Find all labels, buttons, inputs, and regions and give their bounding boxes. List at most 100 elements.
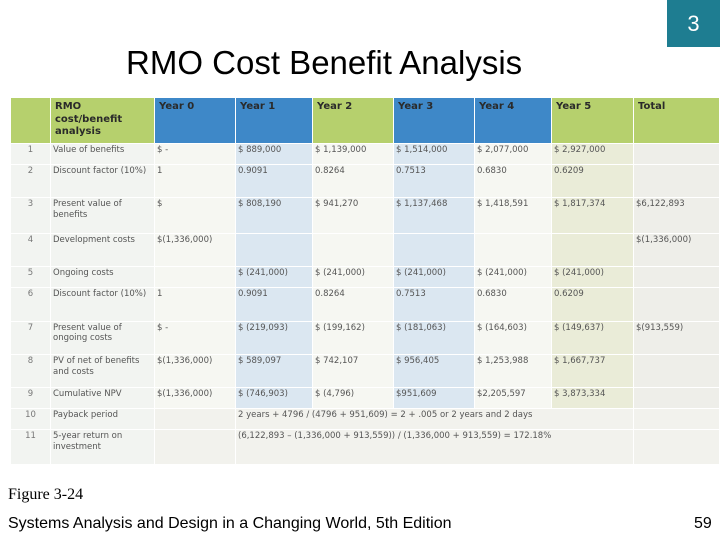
table-cell: $ (149,637) [551,320,634,355]
row-label-cell: Discount factor (10%) [50,287,155,322]
row-number-cell: 9 [10,387,51,410]
table-cell: $(913,559) [633,320,720,355]
table-cell: 0.8264 [312,287,394,322]
table-cell: $ (199,162) [312,320,394,355]
page-number: 59 [694,515,712,532]
table-cell: $ (4,796) [312,387,394,410]
table-cell [235,232,313,268]
header-year-0: Year 0 [154,97,236,144]
table-cell: $(1,336,000) [154,353,236,389]
table-header-row: RMO cost/benefit analysis Year 0 Year 1 … [10,97,720,144]
row-number-cell: 5 [10,266,51,289]
table-cell: $ (219,093) [235,320,313,355]
row-number-cell: 4 [10,232,51,268]
table-cell [633,266,720,289]
table-row: 9 Cumulative NPV $(1,336,000) $ (746,903) $ … [10,387,720,410]
figure-caption: Figure 3-24 [8,486,84,503]
row-label-cell: Present value of benefits [50,197,155,234]
blank-cell [633,429,720,465]
table-row: 1 Value of benefits $ - $ 889,000 $ 1,139,00… [10,142,720,166]
table-row: 3 Present value of benefits $ $ 808,190 $ 94… [10,197,720,234]
blank-cell [154,429,236,465]
table-cell: $ 1,418,591 [474,197,552,234]
row-number-cell: 11 [10,429,51,465]
header-year-1: Year 1 [235,97,313,144]
table-cell: $ 2,927,000 [551,142,634,166]
row-label-cell: Cumulative NPV [50,387,155,410]
header-analysis-cell: RMO cost/benefit analysis [50,97,155,144]
row-number-cell: 7 [10,320,51,355]
table-cell: 0.7513 [393,287,475,322]
row-label-cell: 5-year return on investment [50,429,155,465]
table-cell: $(1,336,000) [154,387,236,410]
table-cell: $2,205,597 [474,387,552,410]
row-label-cell: Development costs [50,232,155,268]
table-cell: $ (181,063) [393,320,475,355]
table-cell: $ (241,000) [551,266,634,289]
table-cell [633,164,720,199]
table-cell [633,353,720,389]
table-cell: $951,609 [393,387,475,410]
table-cell [312,232,394,268]
table-cell: $ 1,817,374 [551,197,634,234]
table-cell: $ - [154,142,236,166]
row-label-cell: Payback period [50,408,155,431]
table-cell: $ 3,873,334 [551,387,634,410]
row-number-cell: 1 [10,142,51,166]
table-cell: $ 808,190 [235,197,313,234]
return-row: 11 5-year return on investment (6,122,893 … [10,429,720,465]
table-cell [633,387,720,410]
row-number-cell: 2 [10,164,51,199]
table-cell: 0.6830 [474,164,552,199]
table-cell: 0.7513 [393,164,475,199]
row-label-cell: Ongoing costs [50,266,155,289]
table-row: 6 Discount factor (10%) 1 0.9091 0.8264 0.751… [10,287,720,322]
table-cell: $ 589,097 [235,353,313,389]
table-cell: 0.9091 [235,287,313,322]
table-row: 7 Present value of ongoing costs $ - $ (219… [10,320,720,355]
header-num-cell [10,97,51,144]
table-cell: $ 742,107 [312,353,394,389]
table-row: 4 Development costs $(1,336,000) $(1,336,00… [10,232,720,268]
table-cell: $ 1,667,737 [551,353,634,389]
table-cell: $ (241,000) [312,266,394,289]
table-cell: $ (746,903) [235,387,313,410]
table-cell: 0.8264 [312,164,394,199]
table-cell: 1 [154,164,236,199]
row-label-cell: PV of net of benefits and costs [50,353,155,389]
table-cell: $ 1,514,000 [393,142,475,166]
cost-benefit-table-figure: RMO cost/benefit analysis Year 0 Year 1 … [10,97,720,465]
slide-title: RMO Cost Benefit Analysis [126,44,523,81]
table-row: 8 PV of net of benefits and costs $(1,336,… [10,353,720,389]
table-cell: $ 2,077,000 [474,142,552,166]
table-cell: 0.6209 [551,164,634,199]
table-cell [633,287,720,322]
table-cell: 0.9091 [235,164,313,199]
table-cell: $ 956,405 [393,353,475,389]
table-cell: $ (241,000) [235,266,313,289]
table-row: 2 Discount factor (10%) 1 0.9091 0.8264 0.751… [10,164,720,199]
table-cell: $ (241,000) [474,266,552,289]
row-number-cell: 6 [10,287,51,322]
row-label-cell: Discount factor (10%) [50,164,155,199]
footer-text: Systems Analysis and Design in a Changin… [8,515,452,532]
header-year-3: Year 3 [393,97,475,144]
table-cell: $ (241,000) [393,266,475,289]
table-row: 5 Ongoing costs $ (241,000) $ (241,000) $ (2… [10,266,720,289]
table-cell: $ 1,253,988 [474,353,552,389]
table-cell: $ 1,137,468 [393,197,475,234]
table-cell: 0.6830 [474,287,552,322]
table-cell: $ 1,139,000 [312,142,394,166]
table-cell: $ [154,197,236,234]
table-cell: $ 941,270 [312,197,394,234]
header-year-5: Year 5 [551,97,634,144]
cost-benefit-table: RMO cost/benefit analysis Year 0 Year 1 … [10,97,720,465]
table-cell: $ 889,000 [235,142,313,166]
row-number-cell: 8 [10,353,51,389]
table-cell [474,232,552,268]
header-year-4: Year 4 [474,97,552,144]
table-cell [633,142,720,166]
row-label-cell: Present value of ongoing costs [50,320,155,355]
blank-cell [154,408,236,431]
row-number-cell: 3 [10,197,51,234]
